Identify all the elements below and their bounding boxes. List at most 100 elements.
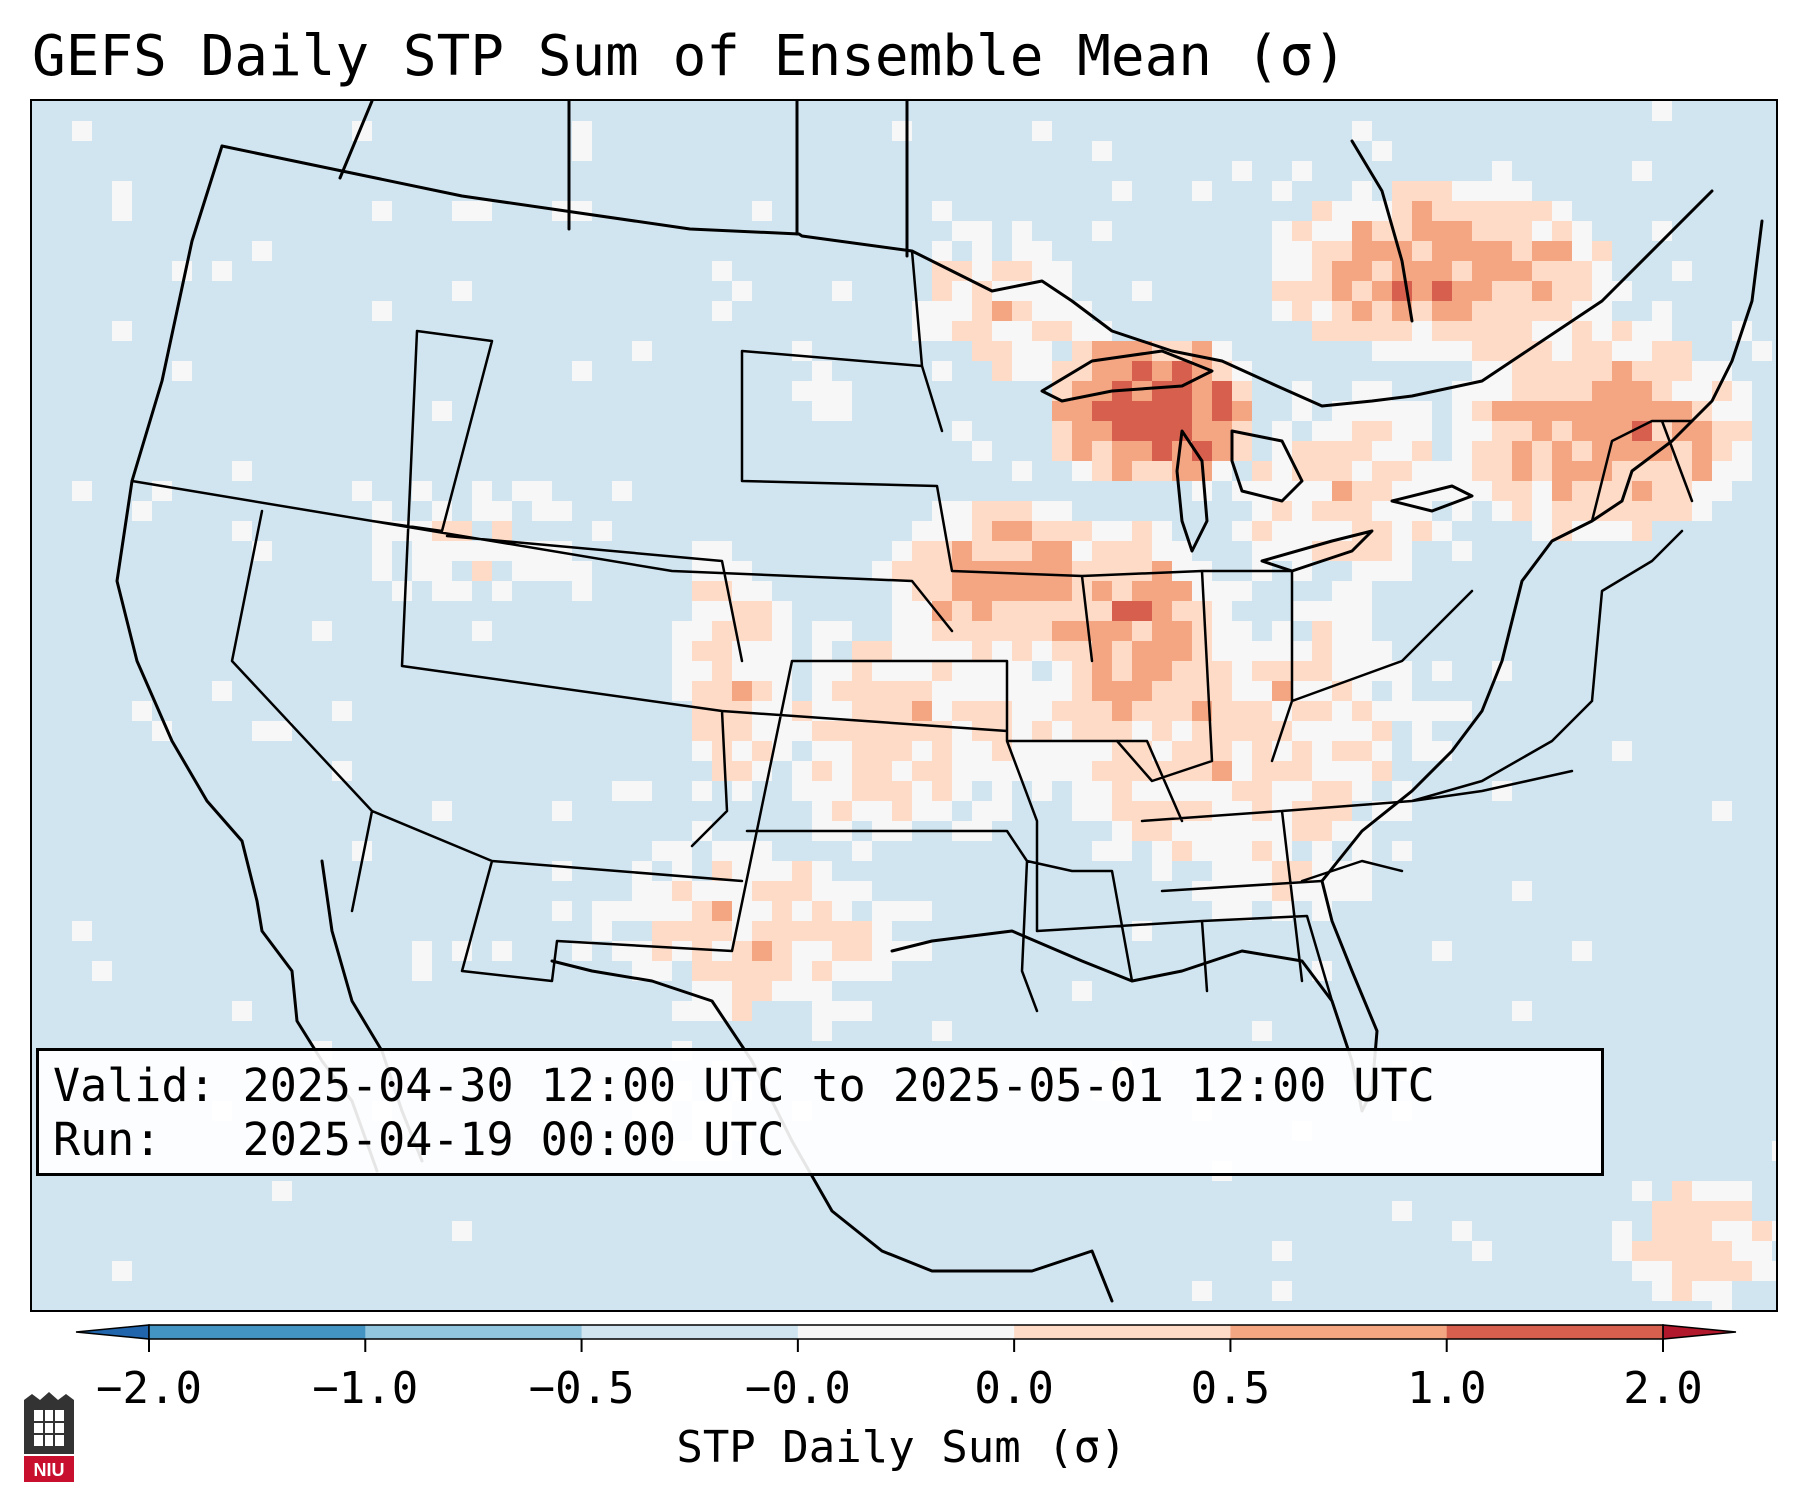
stp-cell (1072, 461, 1092, 481)
stp-cell (692, 701, 712, 721)
stp-cell (372, 461, 392, 481)
stp-cell (972, 661, 992, 681)
stp-cell (792, 641, 812, 661)
stp-cell (532, 521, 552, 541)
stp-cell (1252, 521, 1272, 541)
stp-cell (1372, 481, 1392, 501)
stp-cell (752, 1021, 772, 1041)
stp-cell (592, 921, 612, 941)
stp-cell (1612, 741, 1632, 761)
stp-cell (512, 601, 532, 621)
stp-cell (992, 361, 1012, 381)
stp-cell (1392, 661, 1412, 681)
stp-cell (932, 201, 952, 221)
stp-cell (632, 781, 652, 801)
stp-cell (1432, 461, 1452, 481)
stp-cell (1252, 621, 1272, 641)
stp-cell (632, 901, 652, 921)
stp-cell (812, 681, 832, 701)
stp-cell (552, 501, 572, 521)
colorbar-outline (148, 1324, 1664, 1340)
stp-cell (1452, 241, 1472, 261)
stp-cell (1112, 421, 1132, 441)
stp-cell (1052, 261, 1072, 281)
stp-cell (752, 861, 772, 881)
stp-cell (1712, 1241, 1732, 1261)
stp-cell (1632, 1201, 1652, 1221)
stp-cell (1612, 341, 1632, 361)
stp-cell (992, 561, 1012, 581)
stp-cell (1092, 141, 1112, 161)
stp-cell (1492, 261, 1512, 281)
stp-cell (372, 481, 392, 501)
stp-cell (1372, 281, 1392, 301)
stp-cell (1052, 441, 1072, 461)
stp-cell (1012, 561, 1032, 581)
stp-cell (472, 541, 492, 561)
east-coast (1320, 219, 1764, 883)
stp-cell (1532, 201, 1552, 221)
stp-cell (1112, 661, 1132, 681)
stp-cell (852, 901, 872, 921)
stp-cell (1072, 781, 1092, 801)
stp-cell (1152, 801, 1172, 821)
stp-cell (692, 961, 712, 981)
stp-cell (1752, 1221, 1772, 1241)
stp-cell (992, 281, 1012, 301)
stp-cell (1432, 701, 1452, 721)
stp-cell (1212, 781, 1232, 801)
stp-cell (992, 241, 1012, 261)
stp-cell (612, 481, 632, 501)
stp-cell (1072, 741, 1092, 761)
stp-cell (1132, 541, 1152, 561)
stp-cell (752, 661, 772, 681)
stp-cell (1652, 461, 1672, 481)
stp-cell (1372, 761, 1392, 781)
stp-cell (752, 541, 772, 561)
stp-cell (1672, 1301, 1692, 1310)
stp-cell (1232, 621, 1252, 641)
stp-cell (1292, 821, 1312, 841)
stp-cell (692, 761, 712, 781)
stp-cell (752, 941, 772, 961)
stp-cell (1452, 421, 1472, 441)
stp-cell (1412, 401, 1432, 421)
stp-cell (792, 1021, 812, 1041)
stp-cell (1132, 641, 1152, 661)
stp-cell (1312, 461, 1332, 481)
stp-cell (1712, 421, 1732, 441)
stp-cell (1092, 701, 1112, 721)
stp-cell (1052, 721, 1072, 741)
stp-cell (1652, 101, 1672, 121)
stp-cell (1372, 521, 1392, 541)
stp-cell (1232, 661, 1252, 681)
stp-cell (1092, 341, 1112, 361)
stp-cell (1272, 181, 1292, 201)
stp-cell (932, 741, 952, 761)
stp-cell (1672, 1281, 1692, 1301)
stp-cell (692, 601, 712, 621)
stp-cell (1692, 441, 1712, 461)
stp-cell (692, 941, 712, 961)
stp-cell (1132, 701, 1152, 721)
stp-cell (692, 781, 712, 801)
stp-cell (692, 841, 712, 861)
lake-superior (1040, 349, 1214, 403)
stp-cell (1272, 821, 1292, 841)
stp-cell (432, 561, 452, 581)
stp-cell (492, 461, 512, 481)
stp-cell (892, 801, 912, 821)
stp-cell (852, 641, 872, 661)
stp-cell (1512, 241, 1532, 261)
stp-cell (1652, 1261, 1672, 1281)
stp-cell (1472, 421, 1492, 441)
colorbar-segment (365, 1325, 583, 1339)
stp-cell (1432, 761, 1452, 781)
stp-cell (1492, 281, 1512, 301)
stp-cell (1272, 421, 1292, 441)
stp-cell (992, 381, 1012, 401)
stp-cell (1432, 341, 1452, 361)
stp-cell (1172, 641, 1192, 661)
stp-cell (1712, 1281, 1732, 1301)
stp-cell (1092, 221, 1112, 241)
